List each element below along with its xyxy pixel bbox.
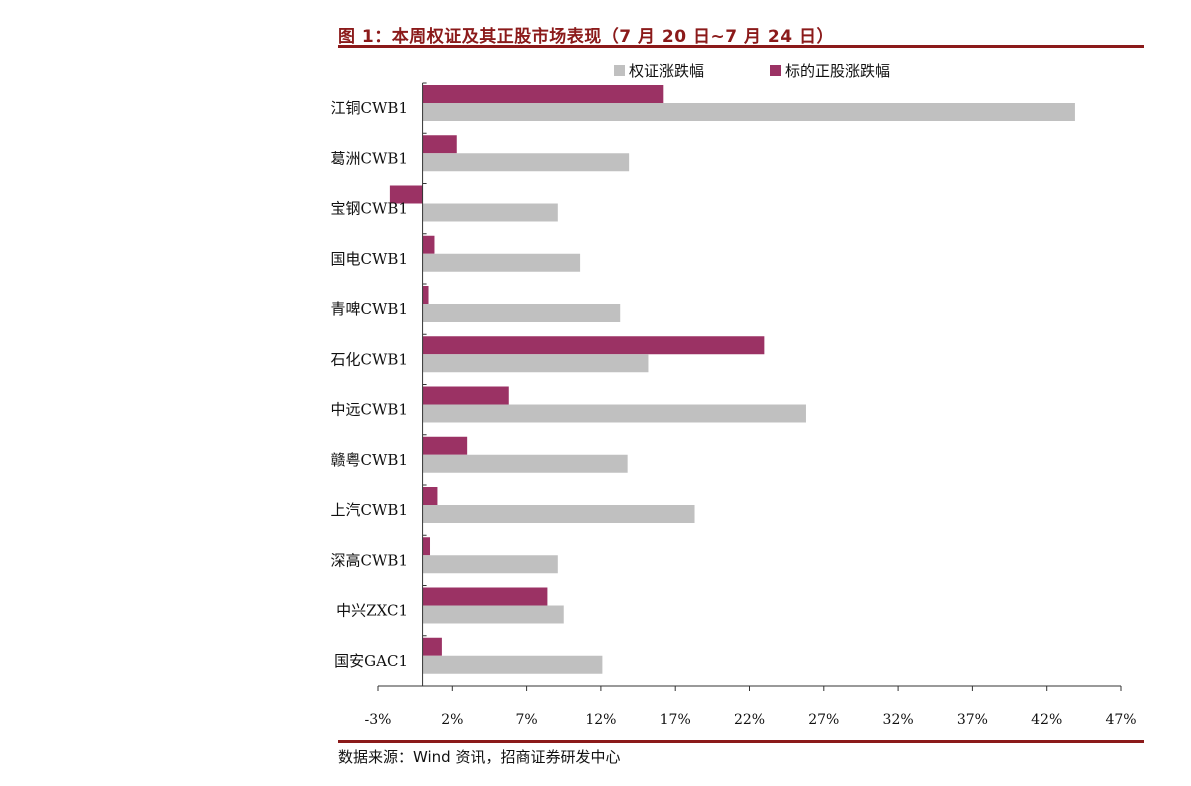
warrant-bar bbox=[422, 354, 649, 373]
warrant-bar bbox=[422, 655, 603, 674]
stock-bar bbox=[422, 436, 468, 455]
category-label: 国安GAC1 bbox=[334, 652, 408, 670]
source-note: 数据来源：Wind 资讯，招商证券研发中心 bbox=[338, 748, 621, 766]
category-label: 上汽CWB1 bbox=[331, 501, 408, 519]
x-tick-label: 22% bbox=[734, 712, 765, 728]
x-tick-label: 2% bbox=[441, 712, 463, 728]
x-tick-label: 37% bbox=[957, 712, 988, 728]
x-tick-label: 7% bbox=[515, 712, 537, 728]
x-tick-label: 42% bbox=[1031, 712, 1062, 728]
warrant-bar bbox=[422, 505, 695, 523]
legend-stock-swatch bbox=[770, 65, 781, 76]
footer-rule bbox=[338, 740, 1144, 743]
category-label: 石化CWB1 bbox=[331, 350, 408, 368]
stock-bar bbox=[422, 587, 548, 606]
bar-group bbox=[389, 85, 1075, 674]
stock-bar bbox=[422, 386, 509, 405]
stock-bar bbox=[422, 537, 431, 556]
warrant-bar bbox=[422, 304, 621, 322]
category-label: 赣粤CWB1 bbox=[331, 451, 408, 469]
legend-warrant-label: 权证涨跌幅 bbox=[629, 62, 704, 80]
category-label: 中兴ZXC1 bbox=[336, 602, 408, 620]
stock-bar bbox=[389, 185, 423, 204]
stock-bar bbox=[422, 487, 438, 505]
title-rule bbox=[338, 45, 1144, 48]
x-tick-label: 32% bbox=[883, 712, 914, 728]
warrant-bar bbox=[422, 203, 558, 222]
category-label: 青啤CWB1 bbox=[331, 300, 408, 318]
warrant-bar bbox=[422, 103, 1075, 121]
x-tick-label: 47% bbox=[1105, 712, 1136, 728]
warrant-bar bbox=[422, 153, 630, 172]
warrant-bar bbox=[422, 404, 806, 423]
x-tick-label: 27% bbox=[808, 712, 839, 728]
stock-bar bbox=[422, 85, 664, 103]
category-label: 宝钢CWB1 bbox=[331, 200, 408, 218]
warrant-bar bbox=[422, 454, 628, 473]
category-label: 国电CWB1 bbox=[331, 250, 408, 268]
legend: 权证涨跌幅 标的正股涨跌幅 bbox=[614, 62, 890, 80]
stock-bar bbox=[422, 135, 457, 154]
category-label: 深高CWB1 bbox=[331, 551, 408, 569]
warrant-bar bbox=[422, 605, 564, 624]
category-label: 江铜CWB1 bbox=[331, 99, 408, 117]
warrant-bar bbox=[422, 253, 581, 272]
axes: -3% 2% 7% 12% 17% 22% 27% 32% 37% 42% 47% bbox=[365, 82, 1137, 728]
stock-bar bbox=[422, 336, 765, 355]
warrant-bar bbox=[422, 555, 558, 574]
x-tick-label: 17% bbox=[660, 712, 691, 728]
x-tick-label: -3% bbox=[365, 712, 392, 728]
category-labels: 江铜CWB1 葛洲CWB1 宝钢CWB1 国电CWB1 青啤CWB1 石化CWB1 中远CW… bbox=[331, 99, 408, 670]
stock-bar bbox=[422, 286, 429, 304]
stock-bar bbox=[422, 235, 435, 254]
chart-title: 图 1：本周权证及其正股市场表现（7 月 20 日~7 月 24 日） bbox=[338, 27, 834, 47]
legend-stock-label: 标的正股涨跌幅 bbox=[785, 62, 890, 80]
x-tick-label: 12% bbox=[585, 712, 616, 728]
category-label: 中远CWB1 bbox=[331, 401, 408, 419]
legend-warrant-swatch bbox=[614, 65, 625, 76]
stock-bar bbox=[422, 637, 442, 656]
category-label: 葛洲CWB1 bbox=[331, 149, 408, 167]
